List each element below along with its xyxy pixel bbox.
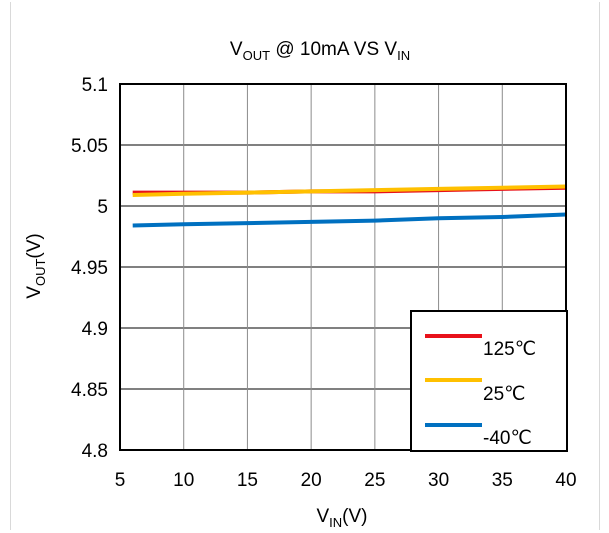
series-lines [132,184,567,228]
title-sub: OUT [243,48,271,63]
xlabel-sub: IN [329,515,342,530]
xlabel-main: V [316,506,329,527]
xlabel-rest: (V) [342,506,367,527]
series-line-2 [132,212,567,228]
x-tick-label: 15 [237,470,258,491]
legend: 125℃ 25℃ -40℃ [410,310,568,452]
y-tick-label: 4.9 [82,319,108,340]
x-tick-label: 40 [555,470,576,491]
y-tick-label: 5 [97,197,108,218]
legend-label-minus40: -40℃ [483,428,532,449]
y-tick-label: 5.1 [82,75,108,96]
series-line-1 [132,184,567,197]
ylabel-main: V [24,286,45,299]
ylabel-rest: (V) [24,233,45,258]
title-sub2: IN [397,48,410,63]
title-rest: @ 10mA VS V [270,39,397,60]
x-tick-label: 35 [492,470,513,491]
x-tick-label: 20 [301,470,322,491]
legend-label-25: 25℃ [483,384,525,405]
plot-area-border [119,83,567,451]
legend-label-125: 125℃ [483,339,536,360]
chart-title: VOUT @ 10mA VS VIN [230,39,410,63]
ylabel-sub: OUT [33,259,48,287]
title-main: V [230,39,243,60]
x-axis-label: VIN(V) [316,506,367,530]
x-tick-label: 10 [173,470,194,491]
y-tick-label: 4.85 [71,380,108,401]
y-tick-label: 4.95 [71,258,108,279]
x-tick-label: 30 [428,470,449,491]
x-tick-label: 5 [115,470,126,491]
x-tick-label: 25 [364,470,385,491]
y-axis-label: VOUT(V) [24,233,48,298]
x-axis-ticks: 5 10 15 20 25 30 35 40 [115,470,577,491]
y-axis-ticks: 4.8 4.85 4.9 4.95 5 5.05 5.1 [71,75,108,462]
y-tick-label: 5.05 [71,136,108,157]
y-tick-label: 4.8 [82,441,108,462]
chart-frame [10,2,600,530]
